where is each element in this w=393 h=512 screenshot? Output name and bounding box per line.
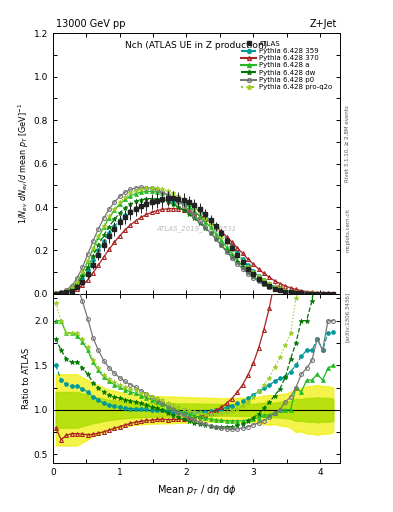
Text: ATLAS_2019_I1736531: ATLAS_2019_I1736531 (156, 225, 237, 232)
Text: Rivet 3.1.10, ≥ 2.8M events: Rivet 3.1.10, ≥ 2.8M events (345, 105, 350, 182)
Text: [arXiv:1306.3436]: [arXiv:1306.3436] (345, 292, 350, 343)
Text: Nch (ATLAS UE in Z production): Nch (ATLAS UE in Z production) (125, 41, 268, 50)
Text: mcplots.cern.ch: mcplots.cern.ch (345, 208, 350, 252)
Legend: ATLAS, Pythia 6.428 359, Pythia 6.428 370, Pythia 6.428 a, Pythia 6.428 dw, Pyth: ATLAS, Pythia 6.428 359, Pythia 6.428 37… (239, 39, 334, 92)
Y-axis label: $1/N_{ev}\ dN_{ev}/d\ \mathrm{mean}\ p_T\ [\mathrm{GeV}]^{-1}$: $1/N_{ev}\ dN_{ev}/d\ \mathrm{mean}\ p_T… (17, 103, 31, 224)
Y-axis label: Ratio to ATLAS: Ratio to ATLAS (22, 348, 31, 409)
X-axis label: Mean $p_T$ / d$\eta$ d$\phi$: Mean $p_T$ / d$\eta$ d$\phi$ (157, 483, 236, 497)
Text: Z+Jet: Z+Jet (310, 19, 337, 29)
Text: 13000 GeV pp: 13000 GeV pp (56, 19, 125, 29)
